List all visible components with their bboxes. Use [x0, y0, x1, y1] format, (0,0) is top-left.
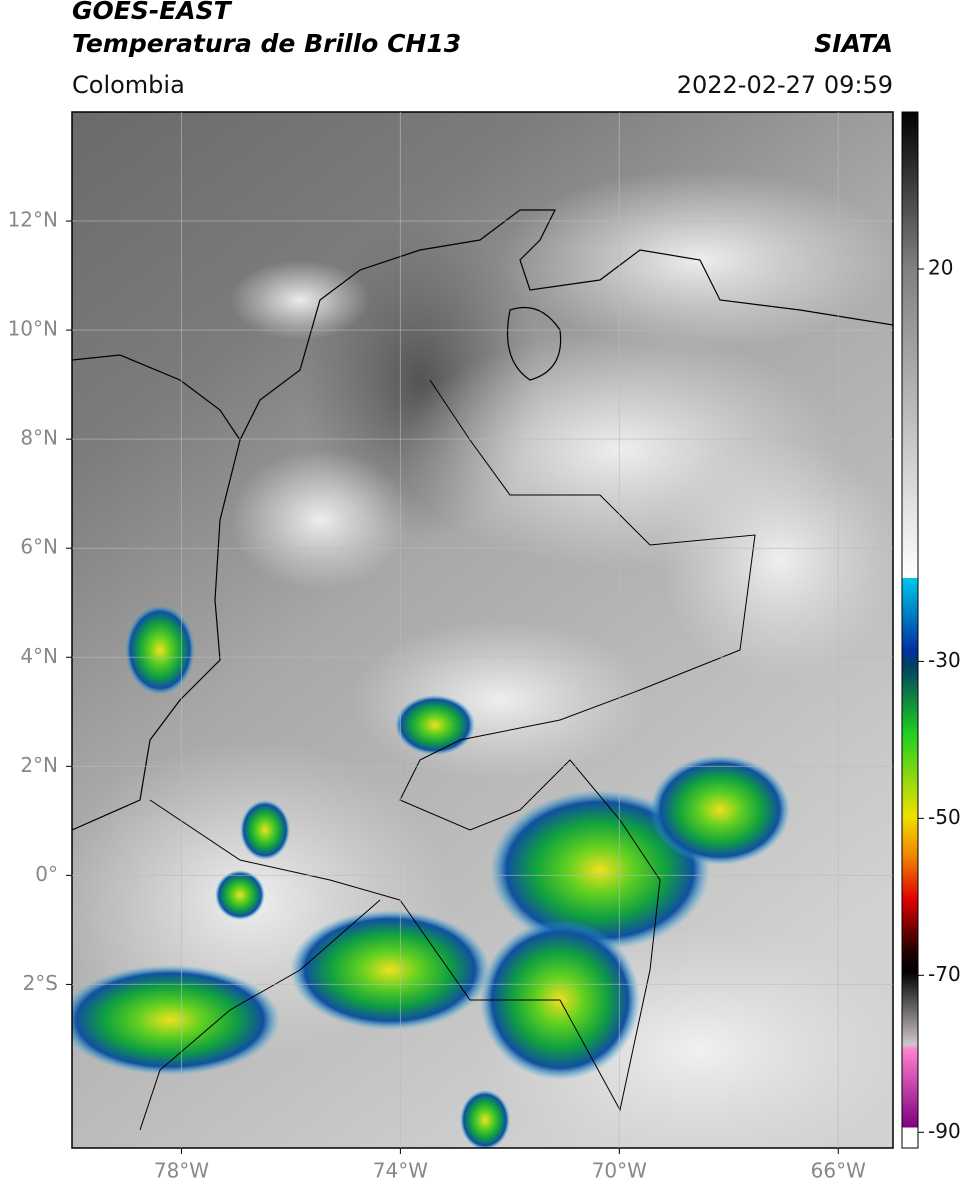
lat-tick-label: 2°S — [23, 971, 58, 995]
region: Colombia — [72, 71, 185, 99]
lat-tick-label: 0° — [35, 862, 58, 886]
lon-tick-label: 70°W — [592, 1159, 647, 1183]
satellite-image — [72, 112, 893, 1148]
colorbar-tick-label: -70 — [928, 962, 961, 986]
lat-tick-label: 4°N — [20, 644, 58, 668]
lon-tick-label: 66°W — [811, 1159, 866, 1183]
colorbar-tick-label: 20 — [928, 255, 953, 279]
datetime: 2022-02-27 09:59 — [677, 71, 893, 99]
map-frame — [71, 111, 894, 1149]
lon-tick-label: 78°W — [154, 1159, 209, 1183]
lat-tick-label: 6°N — [20, 535, 58, 559]
title: GOES-EAST — [72, 0, 233, 25]
lat-tick-label: 10°N — [8, 317, 58, 341]
source: SIATA — [814, 29, 893, 58]
subtitle: Temperatura de Brillo CH13 — [72, 29, 461, 58]
lon-tick-label: 74°W — [373, 1159, 428, 1183]
colorbar-tick-label: -30 — [928, 648, 961, 672]
lat-tick-label: 8°N — [20, 426, 58, 450]
colorbar-tick-label: -90 — [928, 1119, 961, 1143]
lat-tick-label: 12°N — [8, 208, 58, 232]
colorbar — [901, 111, 919, 1149]
lat-tick-label: 2°N — [20, 753, 58, 777]
colorbar-tick-label: -50 — [928, 805, 961, 829]
